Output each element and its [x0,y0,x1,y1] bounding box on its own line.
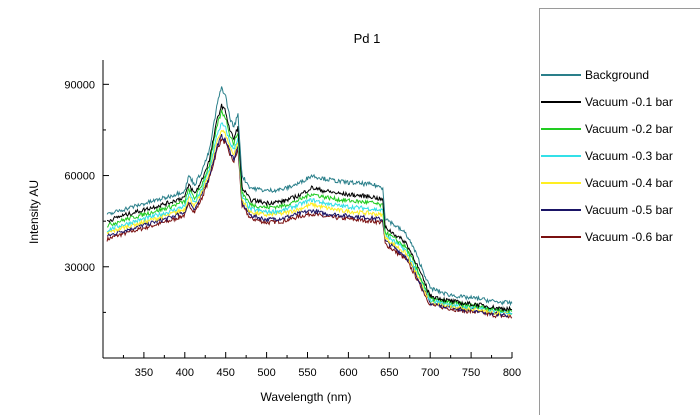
series-line-2 [106,103,513,312]
series-line-3 [106,108,513,314]
chart-title: Pd 1 [354,31,381,46]
legend-label: Vacuum -0.6 bar [585,230,673,244]
x-tick-label: 700 [421,367,439,379]
series-line-7 [106,137,513,319]
x-tick-label: 650 [380,367,398,379]
plot-area: 350 400 450 500 550 600 650 700 750 800 30000 60000… [64,60,521,379]
legend-item: Vacuum -0.5 bar [541,201,673,219]
legend-swatch [541,236,581,238]
legend-item: Background [541,66,649,84]
legend-divider-vertical [539,8,540,415]
legend-label: Background [585,68,650,82]
y-tick-label: 30000 [64,262,95,274]
x-tick-label: 450 [217,367,235,379]
x-tick-label: 800 [503,367,521,379]
x-tick-label: 350 [135,367,153,379]
legend-item: Vacuum -0.2 bar [541,120,673,138]
x-axis-label: Wavelength (nm) [261,390,352,404]
legend-item: Vacuum -0.4 bar [541,174,673,192]
legend-divider-top [539,8,700,9]
y-axis-label: Intensity AU [27,180,41,244]
y-tick-label: 60000 [64,171,95,183]
legend-item: Vacuum -0.6 bar [541,228,673,246]
legend-item: Vacuum -0.1 bar [541,93,673,111]
legend-swatch [541,155,581,157]
x-tick-label: 500 [257,367,275,379]
series-line-1 [106,86,513,307]
legend-swatch [541,74,581,76]
legend-label: Vacuum -0.2 bar [585,122,673,136]
legend-label: Vacuum -0.1 bar [585,95,673,109]
legend-swatch [541,182,581,184]
series-line-5 [106,129,513,317]
x-tick-label: 600 [339,367,357,379]
legend-item: Vacuum -0.3 bar [541,147,673,165]
x-tick-label: 750 [462,367,480,379]
legend-swatch [541,128,581,130]
x-tick-label: 400 [176,367,194,379]
series-line-6 [107,133,513,318]
y-tick-label: 90000 [64,79,95,91]
legend-label: Vacuum -0.5 bar [585,203,673,217]
legend-label: Vacuum -0.4 bar [585,176,673,190]
series-line-4 [106,122,513,316]
legend-label: Vacuum -0.3 bar [585,149,673,163]
legend-swatch [541,101,581,103]
x-tick-label: 550 [298,367,316,379]
legend-swatch [541,209,581,211]
